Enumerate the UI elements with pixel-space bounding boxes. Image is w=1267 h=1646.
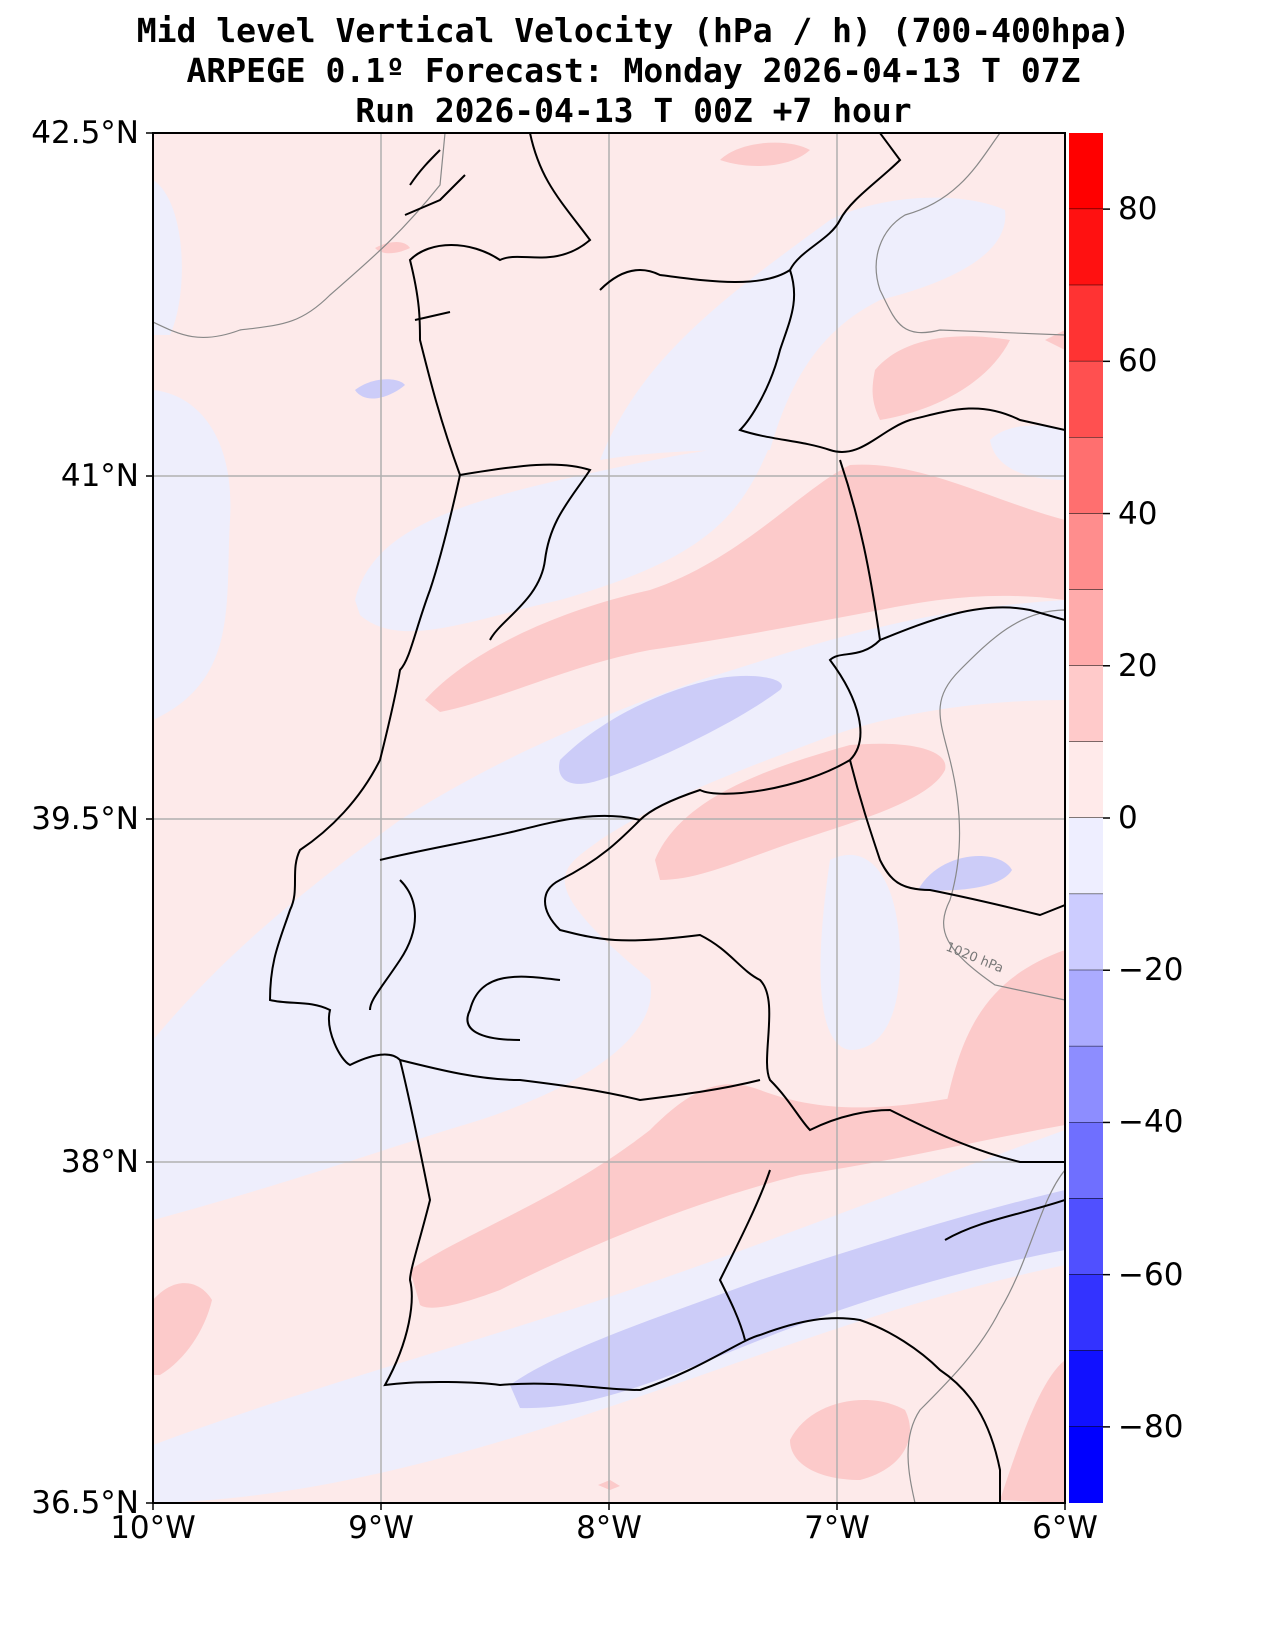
colorbar-bin	[1069, 285, 1103, 362]
colorbar-bin	[1069, 1274, 1103, 1351]
colorbar-tick-label: 0	[1118, 800, 1138, 836]
colorbar-bin	[1069, 133, 1103, 210]
field-minus20-minus10	[355, 379, 1065, 1409]
colorbar-tick-label: 20	[1118, 647, 1158, 684]
lat-tick-label: 39.5°N	[31, 801, 139, 837]
colorbar-bin	[1069, 1198, 1103, 1275]
colorbar-bin	[1069, 1122, 1103, 1199]
colorbar-tick-label: −80	[1118, 1408, 1184, 1445]
gridlines	[153, 133, 1065, 1503]
colorbar-tick-label: −40	[1118, 1104, 1184, 1141]
lon-tick-label: 9°W	[348, 1510, 414, 1546]
colorbar-tick-label: −60	[1118, 1256, 1184, 1293]
lat-tick-label: 36.5°N	[31, 1485, 139, 1521]
lon-tick-label: 6°W	[1032, 1510, 1098, 1546]
colorbar-bin	[1069, 589, 1103, 666]
colorbar-bin	[1069, 513, 1103, 590]
axis-ticks	[146, 132, 1066, 1510]
colorbar-bin	[1069, 818, 1103, 895]
isobar-lines	[153, 133, 1065, 1503]
colorbar-tick-label: 60	[1118, 343, 1158, 380]
lon-tick-label: 8°W	[576, 1510, 642, 1546]
colorbar	[1069, 133, 1110, 1503]
colorbar-tick-label: 80	[1118, 191, 1158, 228]
colorbar-bin	[1069, 894, 1103, 971]
title-line-2: ARPEGE 0.1º Forecast: Monday 2026-04-13 …	[186, 51, 1081, 90]
colorbar-tick-label: 40	[1118, 495, 1158, 532]
lat-tick-label: 42.5°N	[31, 115, 139, 151]
colorbar-bin	[1069, 437, 1103, 514]
title-line-3: Run 2026-04-13 T 00Z +7 hour	[355, 91, 912, 130]
lon-tick-label: 10°W	[110, 1510, 196, 1546]
title-line-1: Mid level Vertical Velocity (hPa / h) (7…	[136, 11, 1131, 50]
lat-tick-label: 38°N	[60, 1144, 139, 1180]
colorbar-bin	[1069, 1350, 1103, 1427]
lon-tick-label: 7°W	[804, 1510, 870, 1546]
colorbar-bin	[1069, 361, 1103, 438]
contour-fill	[153, 133, 1065, 1503]
colorbar-bin	[1069, 741, 1103, 818]
colorbar-bin	[1069, 1426, 1103, 1503]
colorbar-bin	[1069, 665, 1103, 742]
colorbar-tick-label: −20	[1118, 952, 1184, 989]
coastlines-borders	[268, 133, 1065, 1503]
field-10-20	[153, 142, 1065, 1503]
colorbar-bin	[1069, 1046, 1103, 1123]
lat-tick-label: 41°N	[60, 458, 139, 494]
colorbar-bin	[1069, 970, 1103, 1047]
colorbar-bin	[1069, 209, 1103, 286]
